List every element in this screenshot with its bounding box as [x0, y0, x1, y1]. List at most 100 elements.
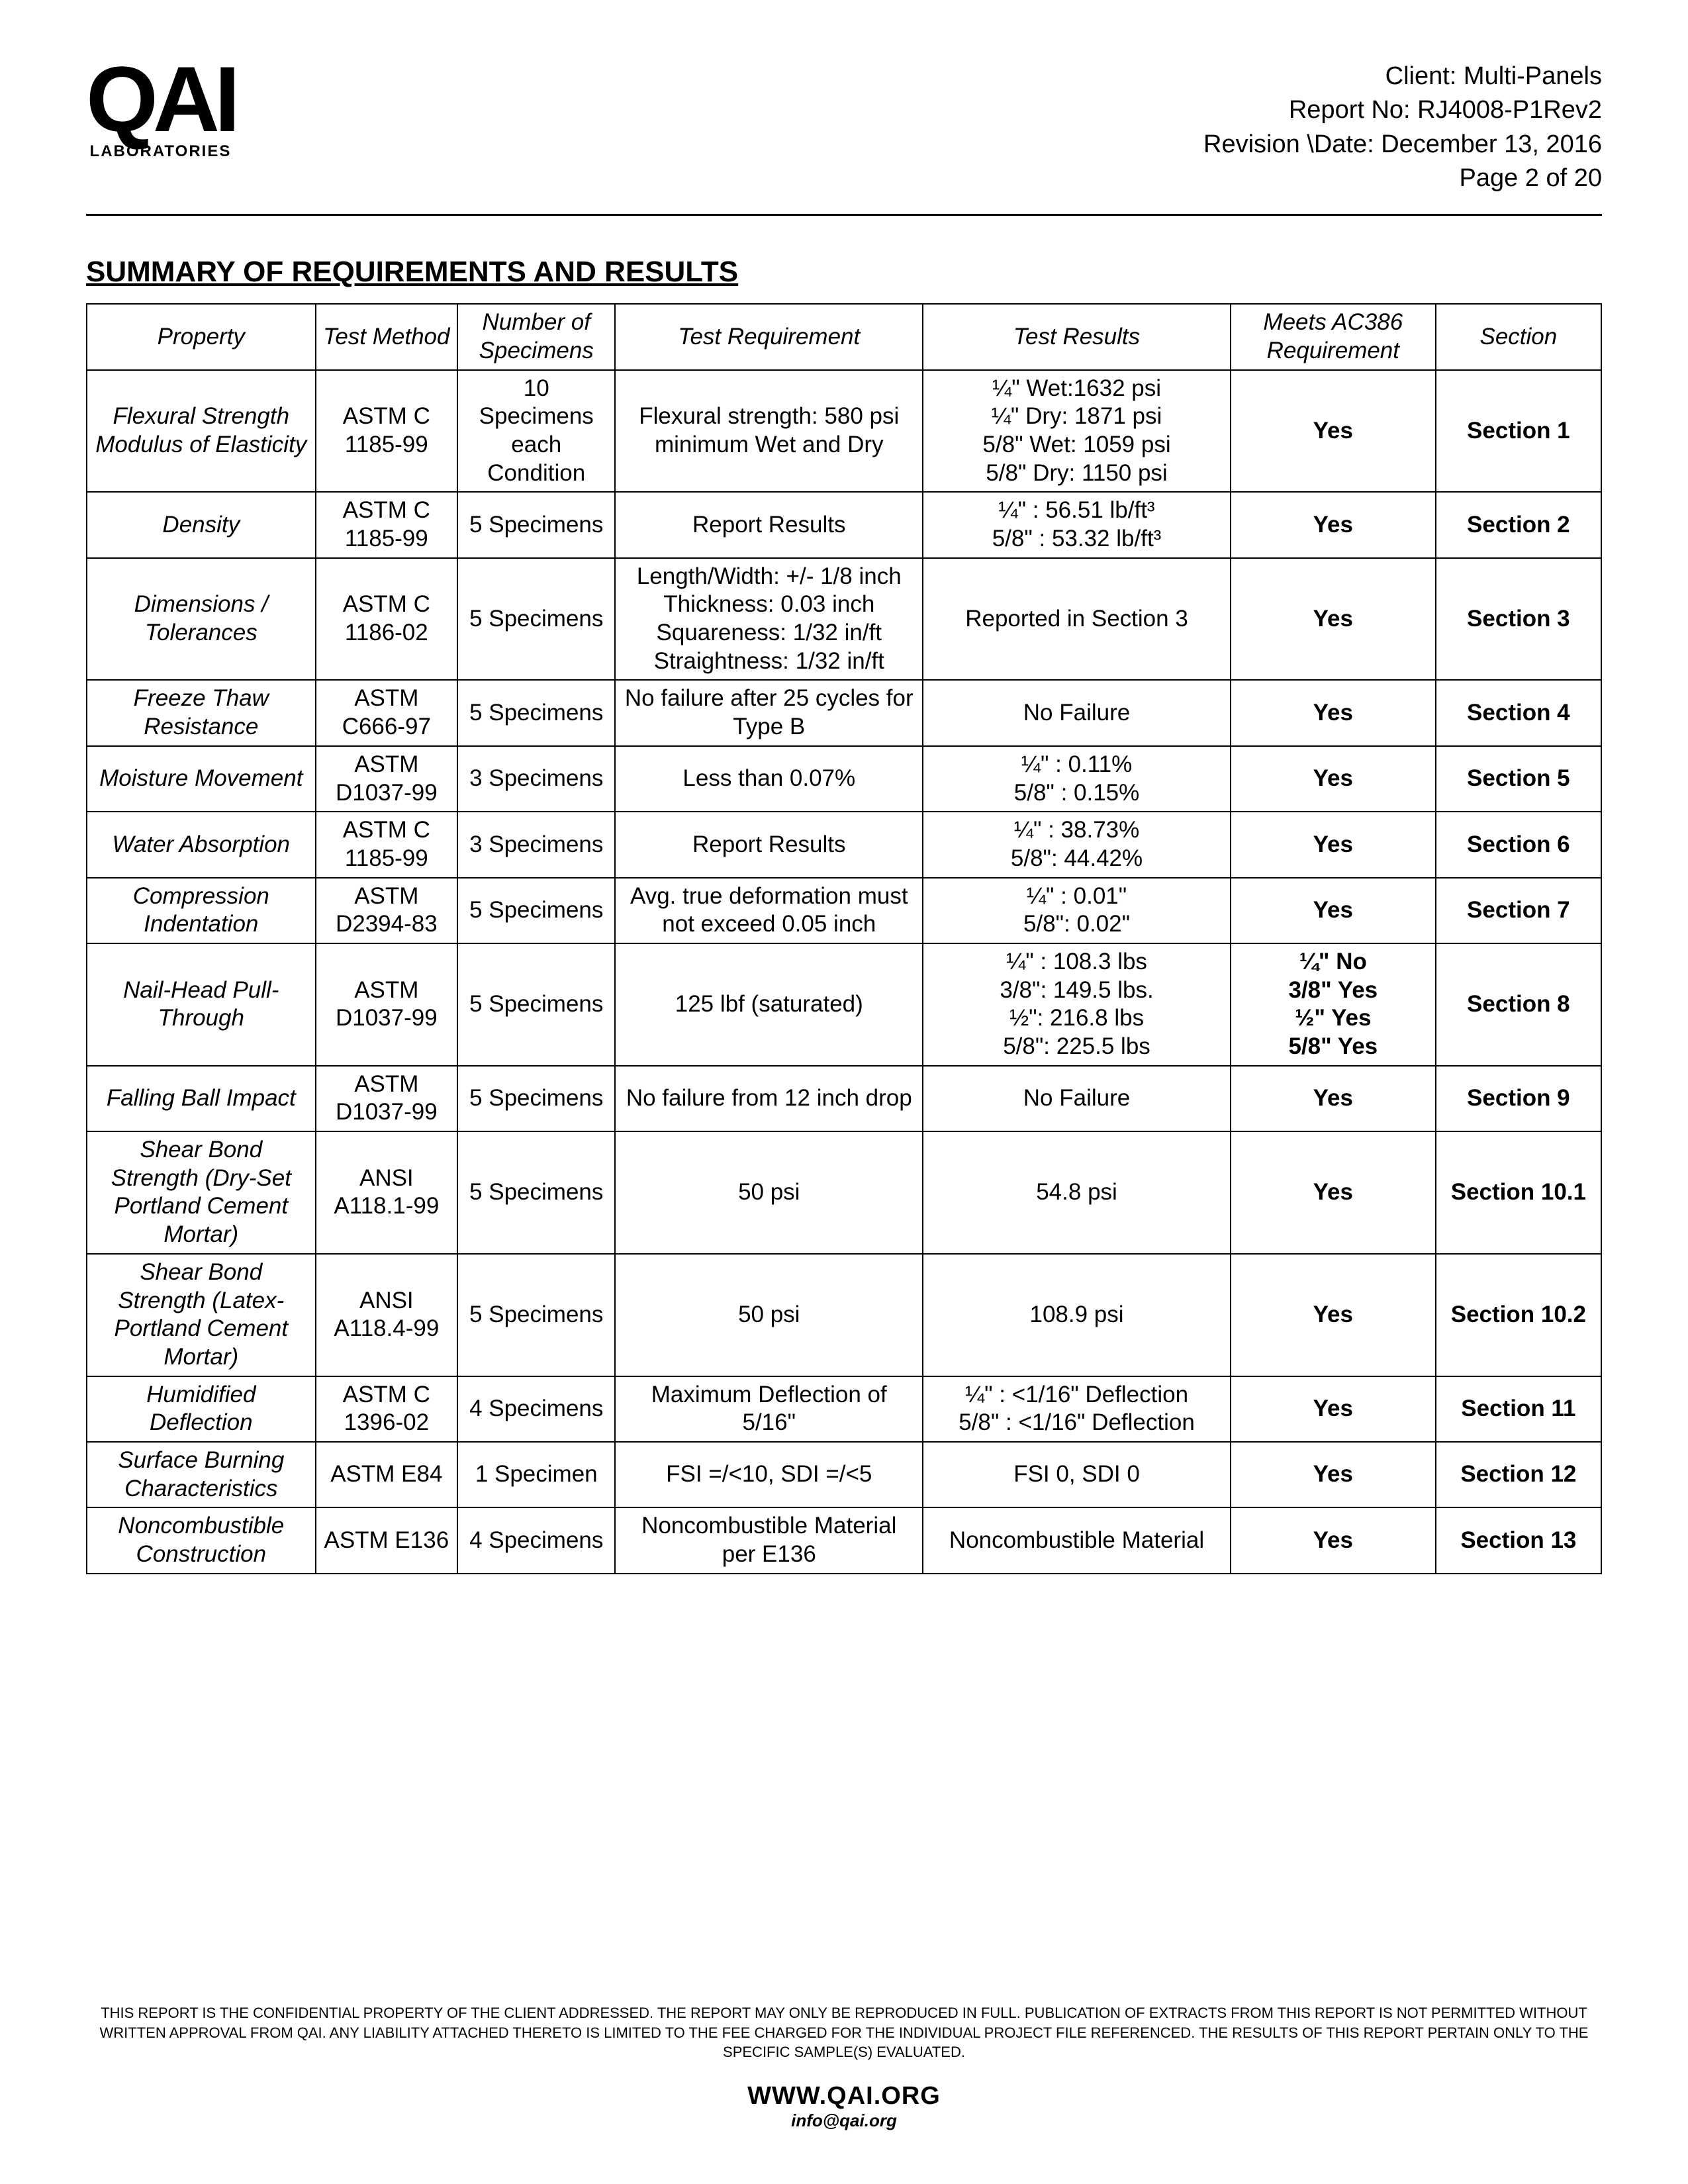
- header-divider: [86, 214, 1602, 216]
- table-row: Flexural Strength Modulus of ElasticityA…: [87, 370, 1601, 493]
- cell-specimens: 4 Specimens: [457, 1507, 615, 1573]
- cell-requirement: No failure after 25 cycles for Type B: [615, 680, 923, 745]
- table-row: Dimensions / TolerancesASTM C 1186-025 S…: [87, 558, 1601, 681]
- cell-specimens: 5 Specimens: [457, 680, 615, 745]
- cell-meets: Yes: [1231, 1507, 1436, 1573]
- cell-results: No Failure: [923, 680, 1231, 745]
- logo-main: QAI: [86, 60, 235, 138]
- page-line: Page 2 of 20: [1203, 162, 1602, 195]
- cell-section: Section 3: [1436, 558, 1601, 681]
- cell-specimens: 5 Specimens: [457, 1254, 615, 1376]
- cell-property: Surface Burning Characteristics: [87, 1442, 316, 1507]
- cell-meets: ¼" No 3/8" Yes ½" Yes 5/8" Yes: [1231, 943, 1436, 1066]
- cell-property: Nail-Head Pull-Through: [87, 943, 316, 1066]
- cell-section: Section 7: [1436, 878, 1601, 943]
- results-table: Property Test Method Number of Specimens…: [86, 303, 1602, 1574]
- page: QAI LABORATORIES Client: Multi-Panels Re…: [0, 0, 1688, 2184]
- cell-specimens: 3 Specimens: [457, 746, 615, 812]
- table-head: Property Test Method Number of Specimens…: [87, 304, 1601, 369]
- th-property: Property: [87, 304, 316, 369]
- table-row: Freeze Thaw ResistanceASTM C666-975 Spec…: [87, 680, 1601, 745]
- cell-results: ¼" : <1/16" Deflection 5/8" : <1/16" Def…: [923, 1376, 1231, 1442]
- table-row: Water AbsorptionASTM C 1185-993 Specimen…: [87, 812, 1601, 877]
- cell-results: ¼" Wet:1632 psi ¼" Dry: 1871 psi 5/8" We…: [923, 370, 1231, 493]
- cell-specimens: 5 Specimens: [457, 878, 615, 943]
- cell-property: Falling Ball Impact: [87, 1066, 316, 1131]
- table-row: Shear Bond Strength (Latex-Portland Ceme…: [87, 1254, 1601, 1376]
- cell-requirement: Avg. true deformation must not exceed 0.…: [615, 878, 923, 943]
- cell-method: ASTM D1037-99: [316, 943, 457, 1066]
- cell-meets: Yes: [1231, 370, 1436, 493]
- cell-section: Section 1: [1436, 370, 1601, 493]
- cell-requirement: Length/Width: +/- 1/8 inch Thickness: 0.…: [615, 558, 923, 681]
- cell-property: Freeze Thaw Resistance: [87, 680, 316, 745]
- cell-results: ¼" : 108.3 lbs 3/8": 149.5 lbs. ½": 216.…: [923, 943, 1231, 1066]
- th-method: Test Method: [316, 304, 457, 369]
- cell-specimens: 5 Specimens: [457, 943, 615, 1066]
- cell-meets: Yes: [1231, 1442, 1436, 1507]
- cell-method: ASTM E136: [316, 1507, 457, 1573]
- cell-section: Section 9: [1436, 1066, 1601, 1131]
- cell-specimens: 5 Specimens: [457, 1131, 615, 1254]
- report-line: Report No: RJ4008-P1Rev2: [1203, 93, 1602, 127]
- table-row: Nail-Head Pull-ThroughASTM D1037-995 Spe…: [87, 943, 1601, 1066]
- cell-section: Section 10.1: [1436, 1131, 1601, 1254]
- table-row: Noncombustible ConstructionASTM E1364 Sp…: [87, 1507, 1601, 1573]
- cell-property: Density: [87, 492, 316, 557]
- footer-disclaimer: THIS REPORT IS THE CONFIDENTIAL PROPERTY…: [86, 2003, 1602, 2062]
- cell-method: ASTM C 1186-02: [316, 558, 457, 681]
- cell-results: 108.9 psi: [923, 1254, 1231, 1376]
- cell-meets: Yes: [1231, 558, 1436, 681]
- cell-method: ASTM D1037-99: [316, 1066, 457, 1131]
- revision-line: Revision \Date: December 13, 2016: [1203, 128, 1602, 162]
- cell-requirement: Maximum Deflection of 5/16": [615, 1376, 923, 1442]
- logo: QAI LABORATORIES: [86, 60, 235, 161]
- client-line: Client: Multi-Panels: [1203, 60, 1602, 93]
- cell-meets: Yes: [1231, 746, 1436, 812]
- cell-requirement: Less than 0.07%: [615, 746, 923, 812]
- cell-meets: Yes: [1231, 1131, 1436, 1254]
- table-row: Moisture MovementASTM D1037-993 Specimen…: [87, 746, 1601, 812]
- table-row: Compression IndentationASTM D2394-835 Sp…: [87, 878, 1601, 943]
- cell-method: ASTM D2394-83: [316, 878, 457, 943]
- cell-requirement: Report Results: [615, 492, 923, 557]
- table-row: Falling Ball ImpactASTM D1037-995 Specim…: [87, 1066, 1601, 1131]
- cell-results: Noncombustible Material: [923, 1507, 1231, 1573]
- cell-meets: Yes: [1231, 812, 1436, 877]
- cell-section: Section 11: [1436, 1376, 1601, 1442]
- th-requirement: Test Requirement: [615, 304, 923, 369]
- cell-results: No Failure: [923, 1066, 1231, 1131]
- cell-section: Section 2: [1436, 492, 1601, 557]
- cell-property: Flexural Strength Modulus of Elasticity: [87, 370, 316, 493]
- cell-property: Shear Bond Strength (Dry-Set Portland Ce…: [87, 1131, 316, 1254]
- footer-email: info@qai.org: [86, 2111, 1602, 2131]
- cell-specimens: 1 Specimen: [457, 1442, 615, 1507]
- cell-method: ASTM C 1396-02: [316, 1376, 457, 1442]
- cell-property: Noncombustible Construction: [87, 1507, 316, 1573]
- cell-specimens: 5 Specimens: [457, 492, 615, 557]
- table-row: Surface Burning CharacteristicsASTM E841…: [87, 1442, 1601, 1507]
- cell-property: Humidified Deflection: [87, 1376, 316, 1442]
- cell-meets: Yes: [1231, 878, 1436, 943]
- cell-section: Section 12: [1436, 1442, 1601, 1507]
- logo-sub: LABORATORIES: [90, 142, 232, 161]
- cell-section: Section 4: [1436, 680, 1601, 745]
- cell-specimens: 4 Specimens: [457, 1376, 615, 1442]
- footer-url: WWW.QAI.ORG: [86, 2082, 1602, 2111]
- th-results: Test Results: [923, 304, 1231, 369]
- table-row: DensityASTM C 1185-995 SpecimensReport R…: [87, 492, 1601, 557]
- cell-method: ASTM C666-97: [316, 680, 457, 745]
- cell-section: Section 6: [1436, 812, 1601, 877]
- cell-specimens: 5 Specimens: [457, 1066, 615, 1131]
- cell-meets: Yes: [1231, 1376, 1436, 1442]
- table-body: Flexural Strength Modulus of ElasticityA…: [87, 370, 1601, 1574]
- cell-results: Reported in Section 3: [923, 558, 1231, 681]
- cell-requirement: Report Results: [615, 812, 923, 877]
- cell-requirement: 125 lbf (saturated): [615, 943, 923, 1066]
- cell-method: ASTM C 1185-99: [316, 492, 457, 557]
- cell-method: ASTM C 1185-99: [316, 812, 457, 877]
- cell-requirement: 50 psi: [615, 1131, 923, 1254]
- cell-property: Water Absorption: [87, 812, 316, 877]
- cell-meets: Yes: [1231, 1066, 1436, 1131]
- cell-results: FSI 0, SDI 0: [923, 1442, 1231, 1507]
